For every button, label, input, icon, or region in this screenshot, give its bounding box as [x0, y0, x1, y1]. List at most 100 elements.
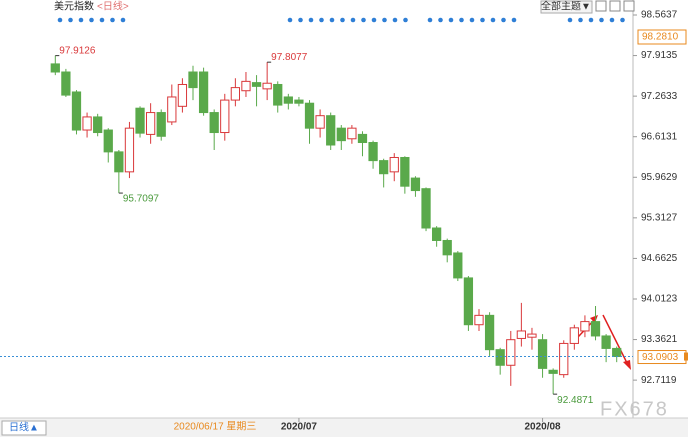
- indicator-dot: [340, 17, 345, 23]
- annotation: 92.4871: [557, 395, 594, 406]
- candle: [145, 103, 156, 144]
- candle: [50, 55, 60, 76]
- indicator-dot: [599, 17, 604, 23]
- candle: [230, 78, 241, 107]
- candle: [251, 75, 262, 107]
- candle: [177, 78, 188, 113]
- candle-body: [304, 102, 315, 129]
- candle: [389, 153, 399, 182]
- candle-body: [347, 127, 357, 140]
- candle-body: [548, 369, 558, 374]
- theme-button-label[interactable]: 全部主题▼: [541, 0, 591, 13]
- candle: [135, 106, 145, 138]
- candle: [156, 109, 166, 141]
- indicator-dot: [319, 17, 324, 23]
- candle-body: [410, 177, 421, 192]
- candle-body: [145, 112, 156, 135]
- indicator-dot: [469, 17, 475, 23]
- icon-button[interactable]: [595, 0, 607, 12]
- candle-body: [273, 83, 283, 106]
- y-tick-label: 95.3127: [641, 212, 678, 223]
- y-tick-label: 94.6625: [641, 253, 678, 264]
- indicator-dot: [298, 17, 303, 23]
- candle-body: [103, 129, 113, 153]
- indicator-dot: [438, 17, 443, 23]
- candle-body: [114, 151, 124, 173]
- candle: [569, 324, 579, 350]
- y-tick-label: 96.6131: [641, 131, 678, 142]
- period-label: <日线>: [97, 0, 129, 13]
- indicator-dot: [99, 17, 105, 23]
- candle-body: [368, 142, 378, 162]
- candle: [410, 176, 421, 197]
- cursor-price-box: [637, 29, 687, 45]
- indicator-dot: [89, 17, 94, 23]
- candle-body: [389, 156, 399, 173]
- candle: [463, 276, 474, 331]
- candle-body: [71, 91, 82, 131]
- candle: [103, 128, 113, 163]
- theme-button[interactable]: [540, 0, 593, 14]
- candle: [559, 340, 569, 378]
- candle: [474, 309, 484, 331]
- candle: [431, 226, 442, 247]
- period-button[interactable]: [1, 420, 47, 436]
- candle-body: [516, 330, 527, 339]
- indicator-dot: [350, 17, 356, 23]
- candle-body: [527, 333, 537, 338]
- candle: [580, 315, 590, 338]
- candle: [548, 368, 558, 395]
- candle-body: [400, 156, 410, 187]
- candle-body: [484, 314, 495, 351]
- candle-body: [442, 239, 452, 256]
- indicator-dot: [308, 17, 314, 23]
- indicator-dot: [588, 17, 594, 23]
- candle-body: [124, 127, 135, 173]
- indicator-dot: [448, 17, 454, 23]
- indicator-dot: [329, 17, 335, 23]
- period-button-label[interactable]: 日线▲: [9, 421, 39, 434]
- indicator-dot: [57, 17, 63, 23]
- chart-title: 美元指数: [54, 0, 94, 13]
- candle-body: [453, 252, 463, 279]
- candle-body: [495, 349, 505, 366]
- indicator-dot: [68, 17, 73, 23]
- candle-body: [474, 314, 484, 326]
- candle-body: [569, 327, 579, 344]
- y-tick-label: 93.3621: [641, 334, 678, 345]
- candle-body: [590, 321, 601, 337]
- candle-body: [135, 107, 145, 134]
- cursor-date: 2020/06/17 星期三: [174, 421, 257, 433]
- candle: [400, 156, 410, 194]
- candle: [262, 62, 272, 101]
- last-price-marker: [684, 352, 688, 361]
- candle: [124, 121, 135, 179]
- candle: [326, 112, 336, 151]
- candle: [347, 125, 357, 144]
- candle: [336, 125, 346, 151]
- candle-body: [559, 342, 569, 376]
- candle: [93, 113, 103, 137]
- indicator-dot: [403, 17, 408, 23]
- icon-button[interactable]: [609, 0, 621, 12]
- cursor-price: 98.2810: [642, 32, 679, 43]
- indicator-dot: [427, 17, 433, 23]
- candle-body: [188, 71, 198, 89]
- indicator-dot: [371, 17, 377, 23]
- icon-button[interactable]: [623, 0, 635, 12]
- candle-body: [315, 115, 325, 129]
- candle-body: [357, 133, 368, 144]
- candle: [82, 112, 92, 138]
- indicator-dot: [78, 17, 84, 23]
- x-tick-label: 2020/07: [281, 422, 318, 433]
- candle-body: [251, 82, 262, 87]
- candle: [590, 305, 601, 341]
- last-price-label: 93.0903: [642, 352, 679, 363]
- candle: [71, 90, 82, 135]
- candle: [537, 334, 548, 378]
- candle: [241, 72, 251, 97]
- candle: [114, 150, 124, 194]
- arrow-head: [623, 360, 631, 370]
- candle: [601, 334, 611, 363]
